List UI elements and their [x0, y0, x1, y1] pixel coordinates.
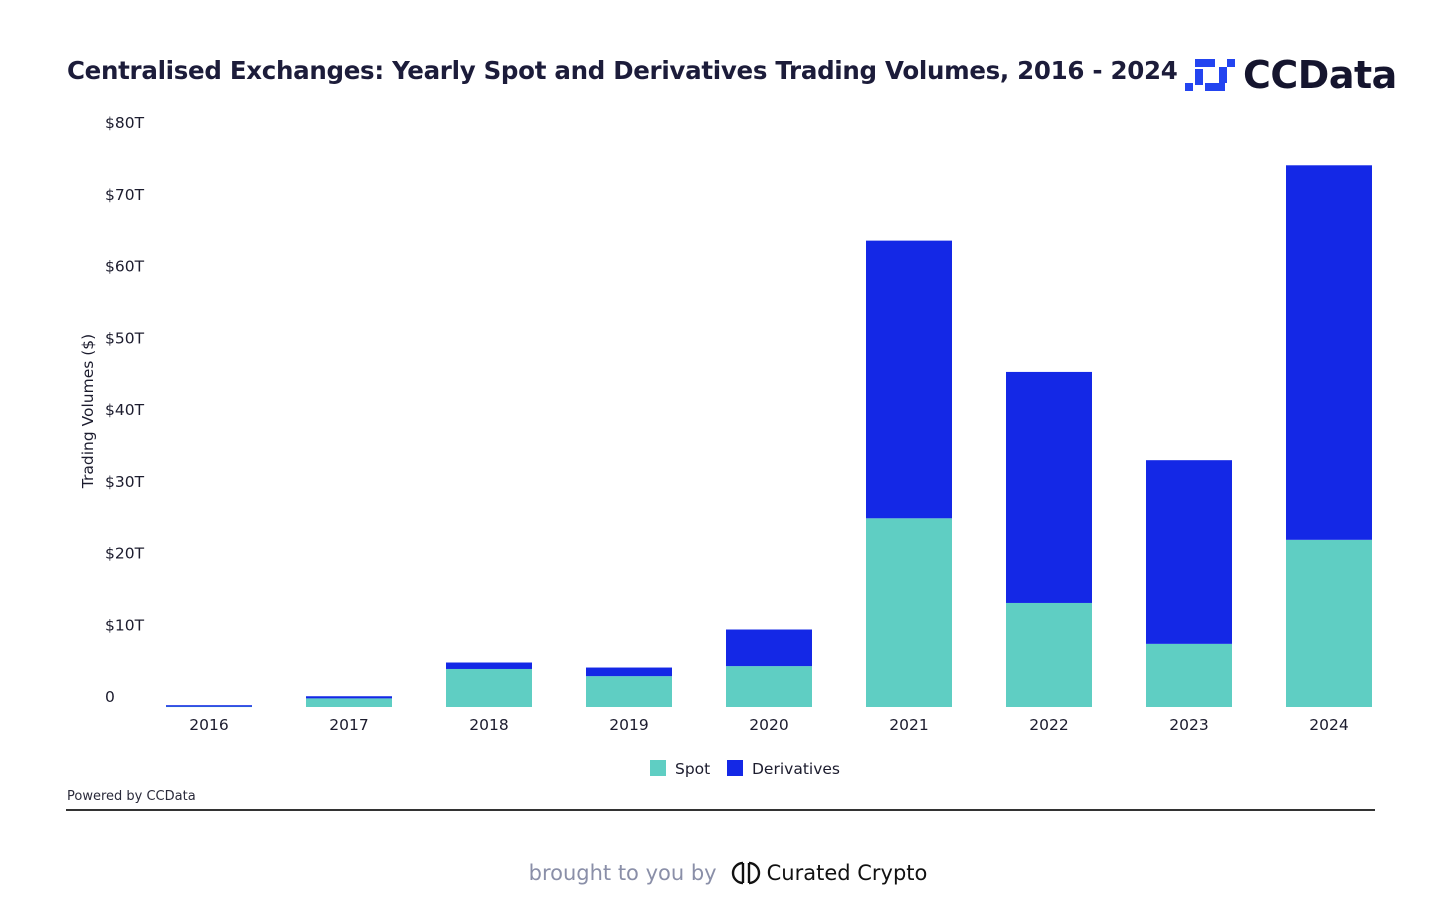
bar-derivatives-2017 — [306, 696, 392, 699]
x-tick-label: 2016 — [189, 716, 228, 734]
y-tick-label: $70T — [105, 186, 145, 204]
y-axis-label: Trading Volumes ($) — [79, 334, 97, 489]
y-tick-label: $10T — [105, 616, 145, 634]
y-tick-label: $40T — [105, 401, 145, 419]
x-tick-label: 2017 — [329, 716, 368, 734]
legend-label-spot: Spot — [675, 760, 710, 778]
bar-derivatives-2022 — [1006, 371, 1092, 603]
legend-label-derivatives: Derivatives — [752, 760, 840, 778]
legend-swatch-derivatives — [727, 760, 743, 776]
y-tick-label: $80T — [105, 114, 145, 132]
curated-crypto-brand: Curated Crypto — [766, 861, 928, 885]
y-tick-label: $20T — [105, 545, 145, 563]
curated-crypto-icon — [731, 861, 760, 885]
bar-derivatives-2024 — [1286, 165, 1372, 540]
bar-spot-2019 — [586, 676, 672, 707]
y-tick-label: $50T — [105, 329, 145, 347]
bar-spot-2017 — [306, 698, 392, 707]
bar-derivatives-2020 — [726, 629, 812, 667]
footer-divider — [66, 809, 1375, 811]
x-tick-label: 2020 — [749, 716, 788, 734]
powered-by-note: Powered by CCData — [67, 789, 196, 804]
chart-title: Centralised Exchanges: Yearly Spot and D… — [67, 56, 1178, 85]
bar-spot-2020 — [726, 666, 812, 707]
legend-swatch-spot — [650, 760, 666, 776]
bar-spot-2023 — [1146, 643, 1232, 707]
bar-derivatives-2018 — [446, 662, 532, 669]
ccdata-logo-text: CCData — [1243, 53, 1397, 97]
x-tick-label: 2023 — [1169, 716, 1208, 734]
stacked-bar-chart: 0 $10T $20T $30T $40T $50T $60T $70T $80T Trading… — [79, 114, 1372, 778]
bar-derivatives-2016 — [166, 705, 252, 707]
ccdata-logo-icon — [1185, 59, 1235, 91]
x-tick-label: 2024 — [1309, 716, 1348, 734]
bar-spot-2018 — [446, 668, 532, 707]
brought-to-you-by: brought to you by Curated Crypto — [0, 860, 1456, 886]
bar-derivatives-2023 — [1146, 460, 1232, 644]
bar-spot-2021 — [866, 518, 952, 707]
ccdata-logo: CCData — [1183, 52, 1397, 98]
y-tick-label: $60T — [105, 258, 145, 276]
brought-prefix: brought to you by — [528, 861, 717, 885]
y-tick-label: $30T — [105, 473, 145, 491]
bar-derivatives-2019 — [586, 667, 672, 677]
bar-spot-2022 — [1006, 602, 1092, 707]
bar-derivatives-2021 — [866, 240, 952, 519]
bar-spot-2024 — [1286, 539, 1372, 707]
x-tick-label: 2021 — [889, 716, 928, 734]
x-tick-label: 2019 — [609, 716, 648, 734]
y-tick-label: 0 — [105, 688, 115, 706]
x-tick-label: 2018 — [469, 716, 508, 734]
x-tick-label: 2022 — [1029, 716, 1068, 734]
